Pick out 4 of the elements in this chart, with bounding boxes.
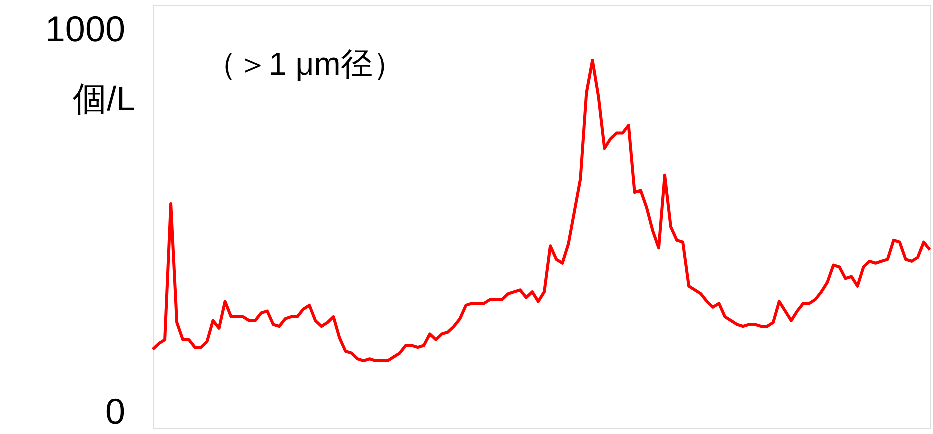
y-tick-label: 1000 xyxy=(45,8,126,50)
annotation: （＞1 μm径） xyxy=(205,46,405,82)
y-axis-title: 個/L xyxy=(73,80,136,118)
y-tick-label: 0 xyxy=(105,391,126,432)
